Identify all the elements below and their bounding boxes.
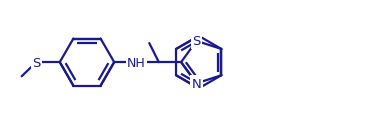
Text: S: S xyxy=(33,56,41,69)
Text: NH: NH xyxy=(127,56,146,69)
Text: S: S xyxy=(192,35,201,48)
Text: N: N xyxy=(192,77,201,90)
